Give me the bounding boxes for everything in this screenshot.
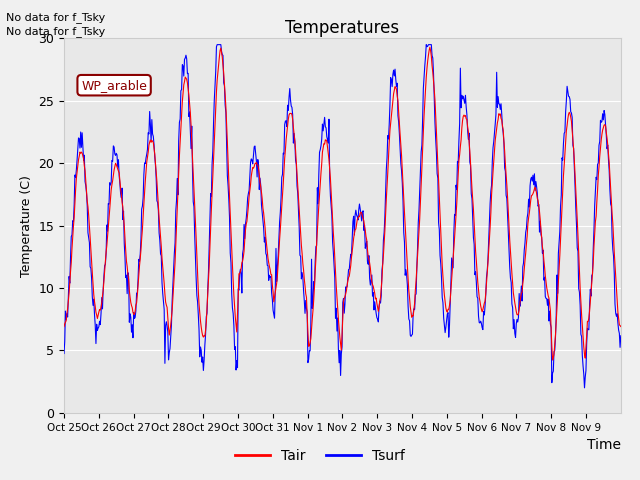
Tair	[400, 195, 408, 201]
Tair	[276, 227, 284, 232]
Tsurf	[617, 333, 625, 338]
Legend: Tair, Tsurf: Tair, Tsurf	[230, 443, 410, 468]
Title: Temperatures: Temperatures	[285, 19, 399, 37]
Tsurf	[60, 350, 68, 356]
Tsurf	[256, 175, 264, 181]
Text: No data for f_Tsky: No data for f_Tsky	[6, 26, 106, 37]
Text: No data for f_Tsky: No data for f_Tsky	[6, 12, 106, 23]
Tair	[125, 288, 133, 294]
Tsurf	[401, 239, 408, 245]
Tair	[426, 44, 434, 50]
Tair	[432, 112, 440, 118]
Tair	[548, 357, 556, 363]
Line: Tsurf: Tsurf	[64, 45, 621, 388]
Tair	[228, 248, 236, 253]
Tsurf	[580, 385, 588, 391]
X-axis label: Time: Time	[587, 438, 621, 452]
Tsurf	[432, 136, 440, 142]
Tair	[60, 324, 68, 330]
Tair	[617, 324, 625, 329]
Tsurf	[277, 195, 285, 201]
Line: Tair: Tair	[64, 47, 621, 360]
Y-axis label: Temperature (C): Temperature (C)	[20, 175, 33, 276]
Tsurf	[228, 305, 236, 311]
Tsurf	[125, 319, 133, 325]
Tair	[255, 172, 263, 178]
Text: WP_arable: WP_arable	[81, 79, 147, 92]
Tsurf	[213, 42, 221, 48]
